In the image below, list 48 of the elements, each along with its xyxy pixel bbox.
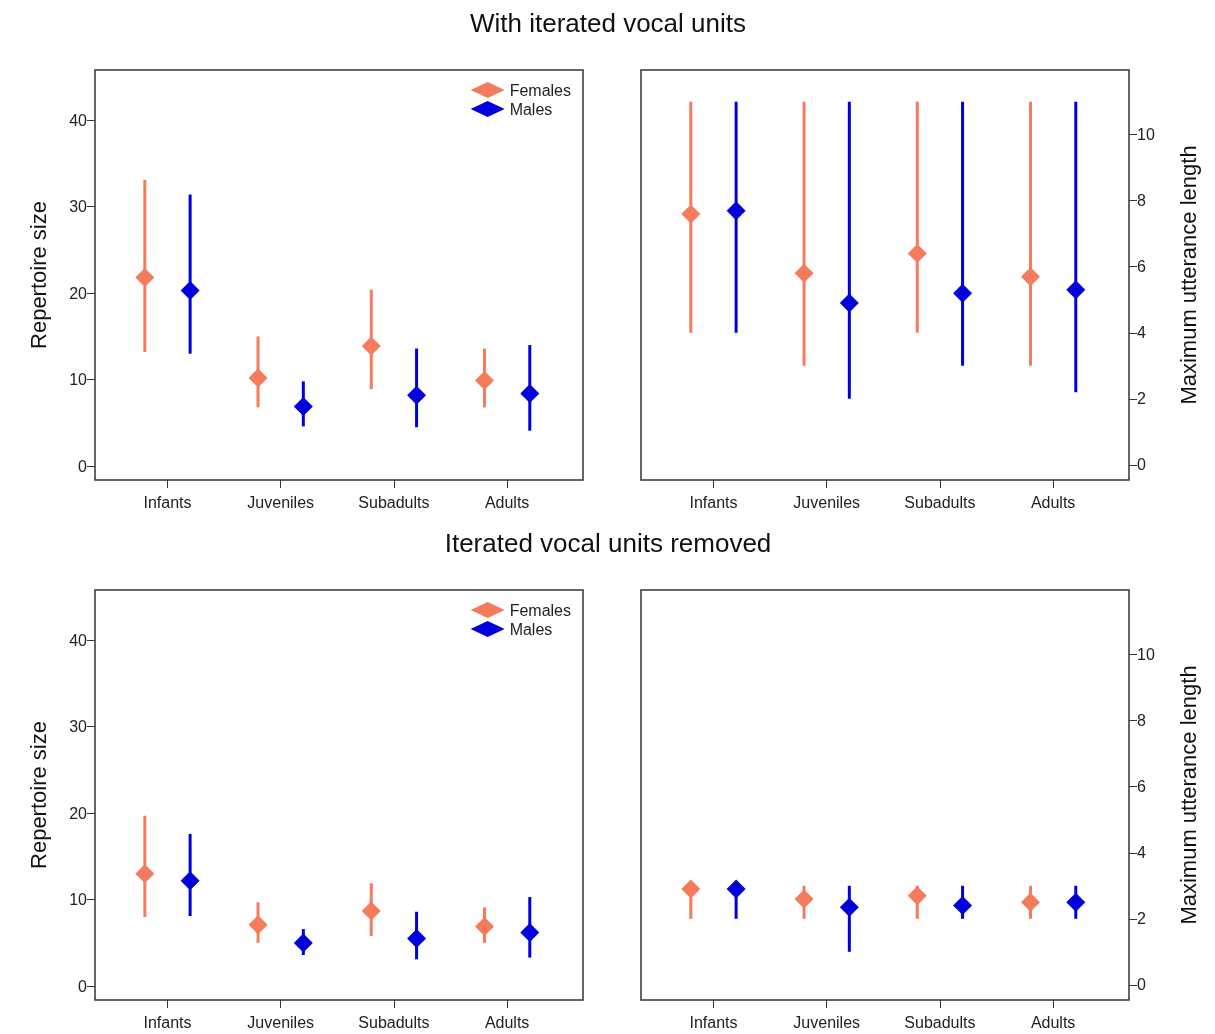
y2-tick-label: 2 <box>1137 390 1146 408</box>
y-tick-label: 40 <box>69 631 88 649</box>
chart-title: Iterated vocal units removed <box>443 528 773 559</box>
y2-tick-label: 10 <box>1137 646 1155 664</box>
x-tick-label: Juveniles <box>247 1013 315 1031</box>
y-tick-label: 30 <box>69 718 88 736</box>
x-tick-label: Infants <box>689 493 738 511</box>
x-tick-label: Juveniles <box>247 493 315 511</box>
legend-label: Females <box>509 81 572 99</box>
y-tick-label: 10 <box>69 371 88 389</box>
x-tick-label: Juveniles <box>793 1013 861 1031</box>
legend-label: Males <box>509 620 553 638</box>
y-axis-title: Repertoire size <box>25 201 51 349</box>
y2-axis-title: Maximum utterance length <box>1175 665 1201 925</box>
y-tick-label: 0 <box>78 457 88 475</box>
y2-tick-label: 4 <box>1137 844 1146 862</box>
x-tick-label: Subadults <box>358 1013 430 1031</box>
y-tick-label: 20 <box>69 804 88 822</box>
y-tick-label: 40 <box>69 111 88 129</box>
y2-tick-label: 0 <box>1137 456 1146 474</box>
y-axis-title: Repertoire size <box>25 721 51 869</box>
y2-tick-label: 4 <box>1137 324 1146 342</box>
y-tick-label: 20 <box>69 284 88 302</box>
y2-tick-label: 2 <box>1137 910 1146 928</box>
y-tick-label: 30 <box>69 198 88 216</box>
x-tick-label: Adults <box>1030 493 1076 511</box>
y-tick-label: 0 <box>78 977 88 995</box>
chart-title: With iterated vocal units <box>469 8 747 39</box>
y2-tick-label: 6 <box>1137 778 1146 796</box>
y2-axis-title: Maximum utterance length <box>1175 145 1201 405</box>
y2-tick-label: 8 <box>1137 712 1146 730</box>
y2-tick-label: 0 <box>1137 976 1146 994</box>
x-tick-label: Infants <box>143 493 192 511</box>
legend-label: Males <box>509 100 553 118</box>
x-tick-label: Infants <box>143 1013 192 1031</box>
x-tick-label: Adults <box>1030 1013 1076 1031</box>
y-tick-label: 10 <box>69 891 88 909</box>
x-tick-label: Infants <box>689 1013 738 1031</box>
x-tick-label: Subadults <box>358 493 430 511</box>
x-tick-label: Subadults <box>904 493 976 511</box>
x-tick-label: Subadults <box>904 1013 976 1031</box>
x-tick-label: Juveniles <box>793 493 861 511</box>
y2-tick-label: 8 <box>1137 192 1146 210</box>
y2-tick-label: 10 <box>1137 126 1155 144</box>
y2-tick-label: 6 <box>1137 258 1146 276</box>
legend-label: Females <box>509 601 572 619</box>
x-tick-label: Adults <box>484 1013 530 1031</box>
x-tick-label: Adults <box>484 493 530 511</box>
